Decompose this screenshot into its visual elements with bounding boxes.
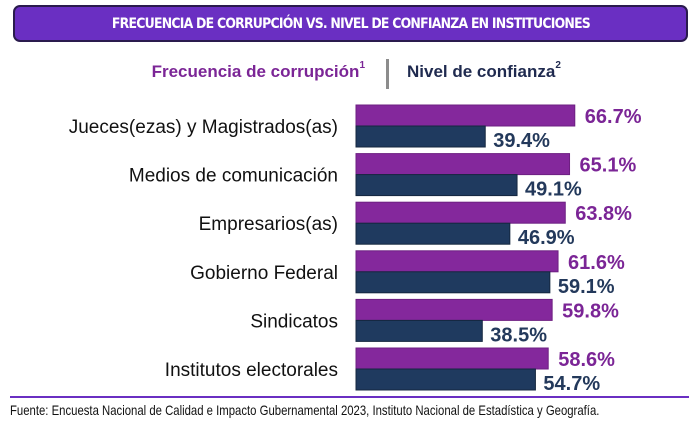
legend-trust-label: Nivel de confianza: [407, 62, 556, 81]
bar-group: Institutos electorales 58.6%54.7%: [165, 347, 615, 395]
value-label-corruption: 65.1%: [580, 155, 637, 177]
value-label-corruption: 59.8%: [562, 300, 619, 322]
value-label-trust: 38.5%: [490, 324, 547, 346]
bar-trust: [355, 368, 536, 391]
chart-title: FRECUENCIA DE CORRUPCIÓN VS. NIVEL DE CO…: [111, 15, 590, 32]
category-label: Gobierno Federal: [190, 263, 338, 284]
bar-corruption: [355, 153, 571, 176]
value-label-corruption: 58.6%: [558, 349, 615, 371]
bar-corruption: [355, 347, 549, 370]
legend-divider: [386, 59, 389, 89]
value-label-corruption: 63.8%: [575, 203, 632, 225]
bar-trust: [355, 174, 518, 197]
legend-trust: Nivel de confianza2: [407, 60, 561, 82]
bar-trust: [355, 319, 483, 342]
bar-chart: Jueces(ezas) y Magistrados(as) 66.7% 39.4%…: [69, 104, 642, 395]
bar-corruption: [355, 250, 559, 273]
legend-corruption-label: Frecuencia de corrupción: [151, 62, 360, 81]
category-label: Empresarios(as): [199, 214, 338, 235]
value-label-trust: 49.1%: [525, 179, 582, 201]
bar-corruption: [355, 104, 576, 127]
bar-group: Empresarios(as) 63.8%46.9%: [199, 201, 632, 249]
legend: Frecuencia de corrupción1 Nivel de confi…: [0, 58, 700, 90]
bar-trust: [355, 125, 486, 148]
bar-corruption: [355, 298, 553, 321]
value-label-trust: 39.4%: [493, 130, 550, 152]
category-label: Sindicatos: [250, 311, 338, 332]
category-label: Jueces(ezas) y Magistrados(as): [69, 117, 338, 138]
bar-group: Sindicatos 59.8% 38.5%: [250, 298, 619, 346]
footer-divider: [10, 396, 689, 398]
value-label-trust: 59.1%: [558, 276, 615, 298]
bar-group: Gobierno Federal 61.6%59.1%: [190, 250, 625, 298]
bar-group: Medios de comunicación 65.1%49.1%: [129, 153, 637, 201]
bar-trust: [355, 271, 551, 294]
bar-corruption: [355, 201, 566, 224]
category-label: Institutos electorales: [165, 360, 338, 381]
value-label-trust: 54.7%: [543, 373, 600, 395]
category-label: Medios de comunicación: [129, 166, 338, 187]
bar-trust: [355, 222, 511, 245]
chart-title-banner: FRECUENCIA DE CORRUPCIÓN VS. NIVEL DE CO…: [13, 5, 688, 42]
value-label-corruption: 61.6%: [568, 252, 625, 274]
legend-corruption-footnote: 1: [359, 60, 365, 71]
legend-trust-footnote: 2: [555, 60, 561, 71]
value-label-trust: 46.9%: [518, 227, 575, 249]
bar-group: Jueces(ezas) y Magistrados(as) 66.7% 39.4%: [69, 104, 642, 152]
legend-corruption: Frecuencia de corrupción1: [151, 60, 365, 82]
value-label-corruption: 66.7%: [585, 106, 642, 128]
source-note: Fuente: Encuesta Nacional de Calidad e I…: [10, 402, 600, 418]
